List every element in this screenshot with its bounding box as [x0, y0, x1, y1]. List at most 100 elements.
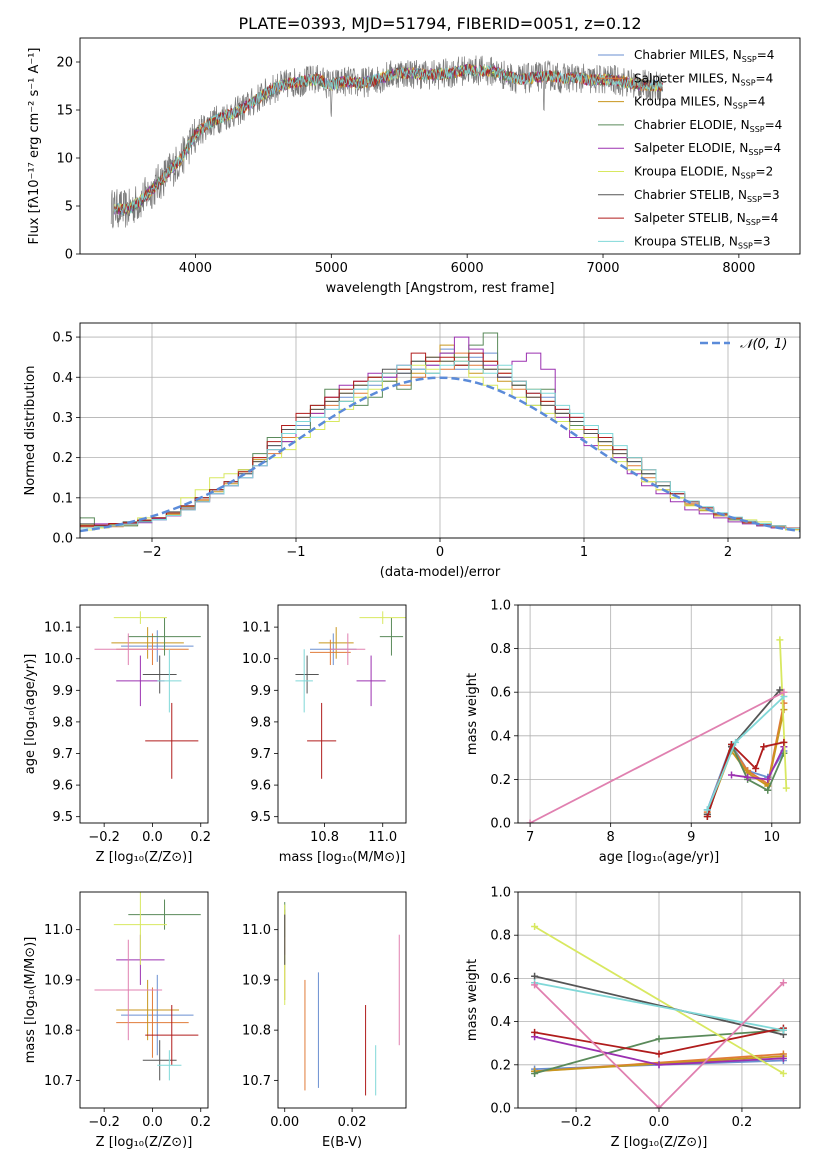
y-tick-label: 11.0 — [44, 923, 73, 938]
weight-marker — [752, 765, 760, 772]
legend-entry: Kroupa MILES, NSSP=4 — [634, 95, 765, 111]
y-tick-label: 9.7 — [250, 747, 271, 762]
errorbars — [284, 902, 400, 1096]
y-tick-label: 10.9 — [242, 973, 271, 988]
x-tick-label: 0.0 — [142, 1115, 163, 1130]
legend-entry: Kroupa ELODIE, NSSP=2 — [634, 165, 773, 181]
errorbar-point — [121, 630, 194, 662]
panel-mass-vs-Z: −0.2 0.0 0.2 10.7 10.8 10.9 11.0 Z [log₁₀(Z/Z⊙)… — [23, 891, 211, 1150]
y-tick-label: 11.0 — [242, 923, 271, 938]
x-axis-label: Z [log₁₀(Z/Z⊙)] — [96, 850, 193, 865]
errorbar-point — [113, 611, 167, 624]
spectrum-legend: Chabrier MILES, NSSP=4 Salpeter MILES, NS… — [598, 48, 782, 250]
errorbar-point — [307, 702, 337, 779]
y-tick-label: 20 — [56, 56, 73, 71]
x-tick-label: 7000 — [586, 261, 619, 276]
y-tick-label: 10.1 — [242, 621, 271, 636]
y-tick-label: 9.9 — [52, 684, 73, 699]
x-tick-label: −0.2 — [88, 830, 120, 845]
x-tick-label: 0.0 — [649, 1115, 670, 1130]
x-tick-label: 10 — [764, 830, 781, 845]
x-tick-label: 1 — [580, 545, 588, 560]
weight-marker — [782, 784, 790, 792]
weight-marker — [764, 775, 772, 783]
y-tick-label: 10.7 — [242, 1074, 271, 1089]
weight-marker — [780, 688, 788, 696]
weight-marker — [764, 786, 772, 794]
y-tick-label: 0.4 — [490, 1015, 511, 1030]
errorbar-point — [116, 655, 165, 707]
errorbars — [94, 892, 201, 1081]
errorbar-point — [121, 974, 194, 1056]
errorbars — [295, 611, 406, 779]
y-axis-label: Flux [fλ10⁻¹⁷ erg cm⁻² s⁻¹ A⁻¹] — [27, 48, 42, 245]
y-tick-label: 10.0 — [242, 652, 271, 667]
x-tick-label: 8 — [607, 830, 615, 845]
weight-line-kroupa-stelib — [706, 695, 785, 811]
y-tick-label: 10.7 — [44, 1074, 73, 1089]
spectrum-model-kroupa-stelib — [113, 64, 663, 216]
axes-frame — [79, 322, 801, 539]
y-axis-label: mass weight — [465, 673, 480, 755]
x-tick-label: 4000 — [179, 261, 212, 276]
errorbar-point — [128, 617, 201, 656]
weight-marker — [531, 981, 539, 989]
axes-frame — [79, 37, 801, 255]
y-tick-label: 9.9 — [250, 684, 271, 699]
errorbar-point — [145, 1005, 199, 1066]
x-tick-label: 0.0 — [142, 830, 163, 845]
weight-marker — [780, 699, 788, 707]
y-tick-label: 9.5 — [52, 810, 73, 825]
y-tick-label: 10 — [56, 152, 73, 167]
x-axis-label: age [log₁₀(age/yr)] — [599, 850, 720, 865]
errorbar-point — [128, 899, 201, 930]
y-tick-label: 9.8 — [52, 715, 73, 730]
errorbars — [94, 611, 201, 779]
residuals-legend: 𝒩(0, 1) — [700, 337, 787, 352]
weight-marker — [531, 972, 539, 980]
errorbar-point — [94, 939, 163, 1041]
y-tick-label: 10.8 — [242, 1024, 271, 1039]
panel-age-vs-Z: −0.2 0.0 0.2 9.5 9.6 9.7 9.8 9.9 10.0 10.1 Z [log₁… — [23, 604, 211, 865]
y-tick-label: 10.9 — [44, 973, 73, 988]
x-tick-label: 0.02 — [338, 1115, 367, 1130]
y-tick-label: 0.8 — [490, 642, 511, 657]
legend-entry: Chabrier MILES, NSSP=4 — [634, 48, 774, 64]
y-tick-label: 1.0 — [490, 599, 511, 614]
x-axis-label: Z [log₁₀(Z/Z⊙)] — [611, 1135, 708, 1150]
figure-title: PLATE=0393, MJD=51794, FIBERID=0051, z=0… — [238, 14, 641, 33]
y-tick-label: 0.1 — [52, 491, 73, 506]
histograms — [80, 332, 800, 538]
weight-marker — [744, 773, 752, 781]
errorbar-point — [142, 655, 177, 694]
x-tick-label: 8000 — [722, 261, 755, 276]
y-tick-label: 1.0 — [490, 886, 511, 901]
errorbar-point — [116, 979, 180, 1041]
weight-marker — [531, 1069, 539, 1077]
y-tick-label: 9.6 — [52, 779, 73, 794]
legend-entry: Salpeter STELIB, NSSP=4 — [634, 211, 778, 227]
weight-marker — [760, 743, 768, 751]
x-tick-label: −1 — [286, 545, 305, 560]
y-tick-label: 0.0 — [490, 1102, 511, 1117]
weight-marker — [655, 1050, 663, 1058]
errorbar-point — [379, 617, 404, 656]
x-tick-label: 9 — [687, 830, 695, 845]
x-tick-label: 11.0 — [368, 830, 397, 845]
x-tick-label: 0.00 — [270, 1115, 299, 1130]
x-axis-label: mass [log₁₀(M/M⊙)] — [279, 850, 406, 865]
weight-marker — [779, 1069, 787, 1077]
errorbar-point — [295, 655, 319, 694]
errorbar-point — [295, 649, 313, 713]
y-tick-label: 0.2 — [52, 451, 73, 466]
weight-marker — [779, 979, 787, 987]
y-tick-label: 9.6 — [250, 779, 271, 794]
errorbar-point — [157, 1050, 182, 1081]
axes-frame — [517, 604, 801, 824]
errorbar-point — [330, 633, 366, 666]
x-axis-label: (data-model)/error — [380, 565, 501, 580]
y-tick-label: 0.5 — [52, 331, 73, 346]
y-tick-label: 0.8 — [490, 929, 511, 944]
panel-age-vs-mass: 10.8 11.0 9.5 9.6 9.7 9.8 9.9 10.0 10.1 mass [log… — [242, 604, 407, 865]
